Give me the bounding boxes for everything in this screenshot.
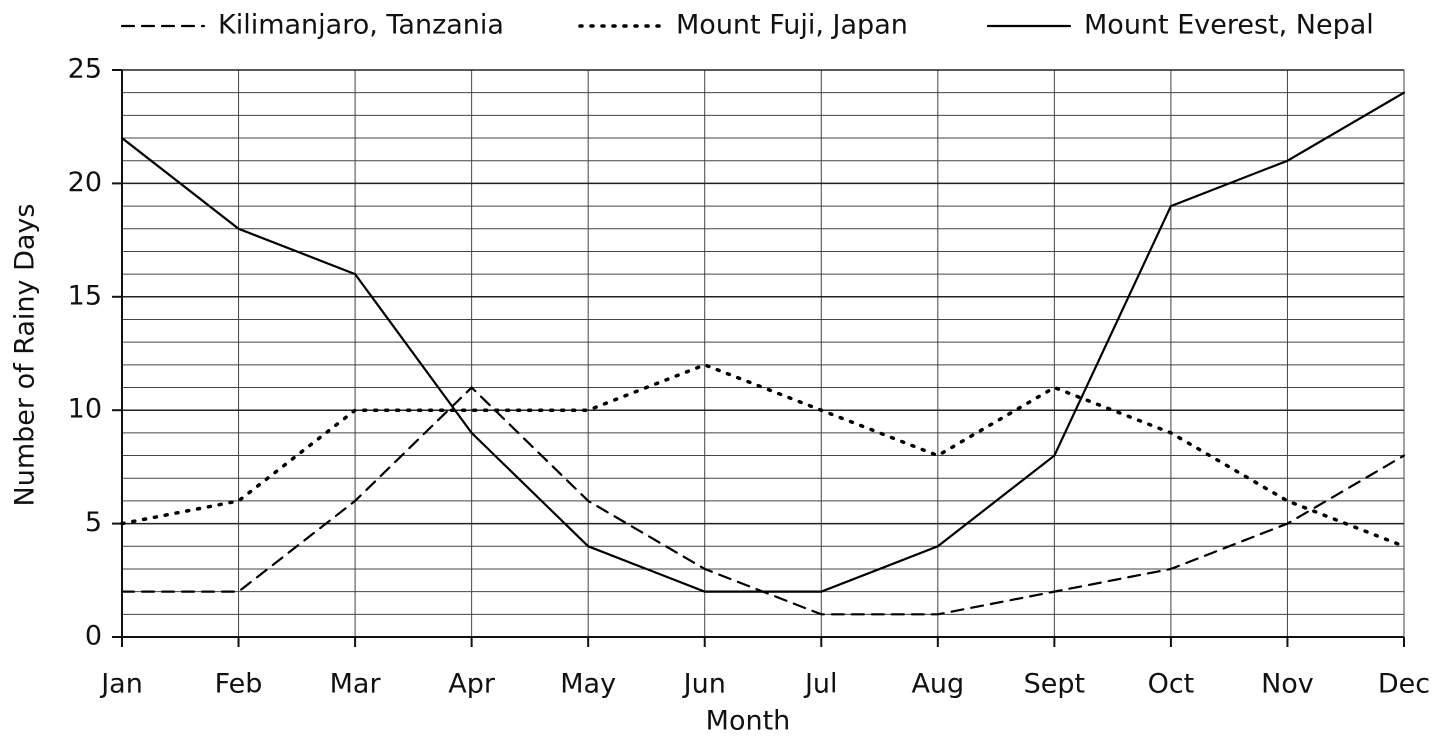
y-tick-label: 20 [68, 167, 102, 198]
x-tick-label: Feb [215, 669, 263, 700]
x-tick-label: Mar [330, 669, 382, 700]
x-tick-label: Jan [99, 669, 143, 700]
x-tick-label: Jul [803, 669, 838, 700]
x-tick-label: Jun [682, 669, 726, 700]
y-tick-label: 0 [85, 621, 102, 652]
x-tick-label: May [560, 669, 616, 700]
series-line [120, 91, 1406, 593]
y-tick-label: 25 [68, 54, 102, 85]
y-tick-label: 10 [68, 394, 102, 425]
x-tick-label: Apr [448, 669, 496, 700]
x-tick-label: Oct [1148, 669, 1195, 700]
legend-label: Kilimanjaro, Tanzania [218, 10, 504, 41]
legend-label: Mount Everest, Nepal [1084, 10, 1374, 41]
x-axis-label: Month [706, 706, 791, 737]
x-tick-label: Sept [1024, 669, 1085, 700]
legend-label: Mount Fuji, Japan [676, 10, 908, 41]
x-tick-label: Nov [1261, 669, 1314, 700]
y-tick-label: 5 [85, 507, 102, 538]
x-tick-label: Dec [1378, 669, 1430, 700]
y-tick-label: 15 [68, 280, 102, 311]
series-line [120, 362, 1406, 549]
x-tick-label: Aug [911, 669, 964, 700]
y-axis-label: Number of Rainy Days [10, 204, 41, 507]
